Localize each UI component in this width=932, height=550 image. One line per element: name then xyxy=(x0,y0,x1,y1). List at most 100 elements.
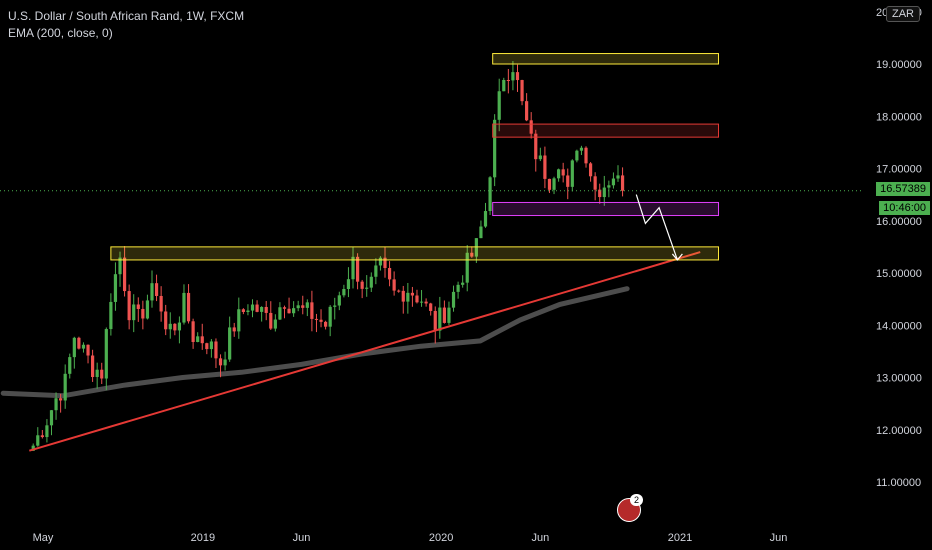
candle-body xyxy=(246,310,250,313)
candle-body xyxy=(451,291,456,308)
candle-body xyxy=(342,288,346,296)
candle-body xyxy=(561,169,565,176)
candle-body xyxy=(177,322,182,331)
y-tick-label: 13.00000 xyxy=(876,373,922,385)
y-axis: 11.00000 12.00000 13.00000 14.00000 15.00000… xyxy=(876,7,922,489)
candle-body xyxy=(392,279,396,291)
candle-body xyxy=(442,307,446,323)
candle-body xyxy=(228,327,232,360)
currency-badge[interactable]: ZAR xyxy=(886,6,920,22)
candle-body xyxy=(547,178,552,190)
x-tick-label: Jun xyxy=(770,532,788,544)
zones-layer xyxy=(110,53,720,261)
candle-body xyxy=(36,435,40,446)
candle-body xyxy=(410,292,415,296)
candle-body xyxy=(333,305,337,307)
y-tick-label: 12.00000 xyxy=(876,425,922,437)
candle-body xyxy=(260,306,264,312)
candle-body xyxy=(100,369,104,379)
candle-body xyxy=(278,307,282,320)
x-tick-label: 2019 xyxy=(191,532,215,544)
candle-body xyxy=(292,308,296,314)
x-tick-label: May xyxy=(33,532,54,544)
x-tick-label: 2021 xyxy=(668,532,692,544)
candle-body xyxy=(456,284,460,292)
candle-body xyxy=(497,91,501,120)
candle-body xyxy=(31,445,35,451)
candle-body xyxy=(173,323,177,331)
candle-body xyxy=(438,307,442,331)
candle-body xyxy=(378,257,383,266)
candle-body xyxy=(493,119,497,178)
candle-body xyxy=(214,341,218,359)
candle-body xyxy=(255,304,259,312)
candle-body xyxy=(168,323,172,330)
candle-body xyxy=(86,344,90,356)
candle-body xyxy=(159,295,163,312)
candle-body xyxy=(566,175,570,187)
candle-body xyxy=(63,373,67,401)
candle-body xyxy=(154,283,159,296)
current-price-label: 16.57389 xyxy=(876,181,930,196)
candle-body xyxy=(502,79,506,92)
candle-body xyxy=(529,120,533,134)
indicator-label[interactable]: EMA (200, close, 0) xyxy=(8,26,113,40)
candle-body xyxy=(237,309,241,332)
candle-body xyxy=(314,318,319,320)
y-tick-label: 18.00000 xyxy=(876,111,922,123)
trendline-layer xyxy=(29,251,701,452)
candle-body xyxy=(406,292,410,302)
x-tick-label: Jun xyxy=(293,532,311,544)
zone-resistance-mid xyxy=(492,123,720,138)
candle-body xyxy=(461,282,465,285)
candle-body xyxy=(611,178,616,186)
candle-body xyxy=(419,301,424,303)
candle-body xyxy=(113,274,118,302)
candle-body xyxy=(424,301,428,304)
y-tick-label: 16.00000 xyxy=(876,216,922,228)
candle-body xyxy=(324,321,328,327)
candle-body xyxy=(223,359,227,366)
candle-body xyxy=(250,304,255,311)
candle-body xyxy=(91,355,95,378)
candle-body xyxy=(355,256,360,282)
candle-body xyxy=(401,290,405,302)
symbol-title[interactable]: U.S. Dollar / South African Rand, 1W, FX… xyxy=(8,9,245,23)
y-tick-label: 11.00000 xyxy=(876,477,921,489)
candle-body xyxy=(118,257,122,275)
support-trendline xyxy=(29,251,701,452)
candle-body xyxy=(45,425,49,438)
candles-layer xyxy=(31,61,625,451)
candle-body xyxy=(520,80,524,102)
candle-body xyxy=(136,304,140,309)
candle-body xyxy=(150,283,154,301)
ema-line-layer xyxy=(0,286,630,399)
x-axis: May 2019 Jun 2020 Jun 2021 Jun xyxy=(33,532,788,544)
candle-body xyxy=(132,304,136,321)
candle-body xyxy=(374,265,378,277)
x-tick-label: Jun xyxy=(531,532,549,544)
candle-body xyxy=(40,435,44,438)
candle-body xyxy=(196,336,200,342)
candle-body xyxy=(264,306,268,313)
candle-body xyxy=(205,343,209,350)
candle-body xyxy=(433,310,437,331)
candle-body xyxy=(365,287,369,289)
projection-arrow-layer xyxy=(635,194,683,261)
zone-support-current xyxy=(492,201,720,217)
candle-body xyxy=(525,101,529,121)
candle-body xyxy=(104,329,108,379)
candle-body xyxy=(557,169,561,179)
projection-arrow-head xyxy=(671,253,683,261)
candle-body xyxy=(328,306,332,327)
y-tick-label: 14.00000 xyxy=(876,320,922,332)
candle-body xyxy=(470,252,474,257)
candle-body xyxy=(209,341,213,350)
candle-body xyxy=(506,79,510,81)
candle-body xyxy=(593,176,597,190)
candle-body xyxy=(273,319,277,329)
candle-body xyxy=(218,358,223,366)
events-count-badge: 2 xyxy=(630,494,644,506)
candle-body xyxy=(337,295,341,306)
